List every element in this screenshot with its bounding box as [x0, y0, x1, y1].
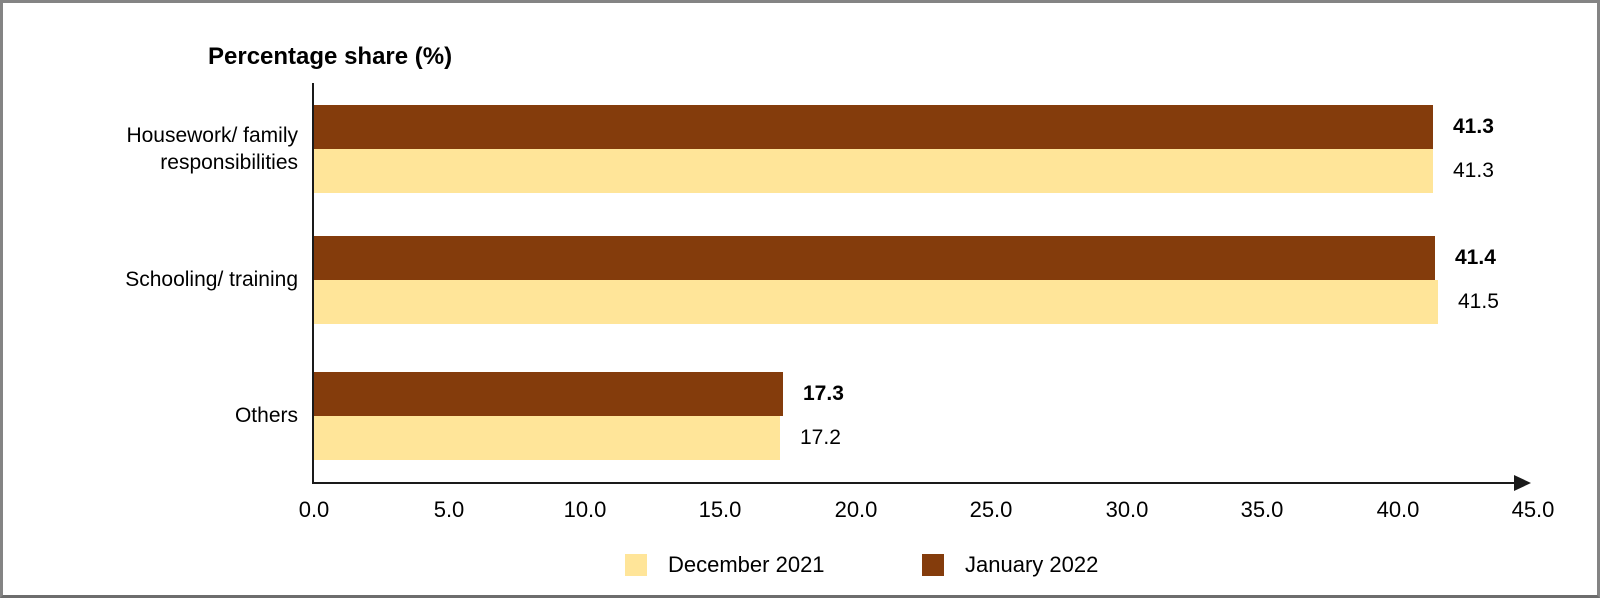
bar	[314, 149, 1433, 193]
x-tick-label: 35.0	[1240, 497, 1284, 522]
value-label: 41.5	[1458, 290, 1499, 313]
x-tick-label: 40.0	[1376, 497, 1420, 522]
x-tick-label: 25.0	[969, 497, 1013, 522]
chart-title: Percentage share (%)	[208, 43, 453, 70]
legend-swatch	[625, 554, 647, 576]
legend-label: December 2021	[668, 552, 825, 577]
bar	[314, 280, 1438, 324]
legend-item: December 2021	[625, 552, 825, 577]
category-label: Schooling/ training	[125, 268, 298, 292]
x-axis-line	[312, 482, 1517, 484]
value-label: 41.4	[1455, 246, 1496, 269]
value-label: 17.2	[800, 426, 841, 449]
x-tick-label: 0.0	[298, 497, 330, 522]
bar	[314, 236, 1435, 280]
x-axis-arrow-icon	[1514, 475, 1531, 491]
bar	[314, 372, 783, 416]
x-tick-label: 5.0	[433, 497, 465, 522]
bar	[314, 105, 1433, 149]
x-tick-label: 20.0	[834, 497, 878, 522]
category-label: Housework/ family responsibilities	[126, 123, 298, 174]
category-label: Others	[234, 404, 298, 428]
legend-swatch	[922, 554, 944, 576]
x-tick-label: 15.0	[698, 497, 742, 522]
value-label: 17.3	[803, 382, 844, 405]
legend-label: January 2022	[965, 552, 1099, 577]
legend-item: January 2022	[922, 552, 1099, 577]
value-label: 41.3	[1453, 159, 1494, 182]
y-axis-line	[312, 83, 314, 484]
value-label: 41.3	[1453, 115, 1494, 138]
x-tick-label: 10.0	[563, 497, 607, 522]
x-tick-label: 30.0	[1105, 497, 1149, 522]
bar	[314, 416, 780, 460]
x-tick-label: 45.0	[1511, 497, 1555, 522]
